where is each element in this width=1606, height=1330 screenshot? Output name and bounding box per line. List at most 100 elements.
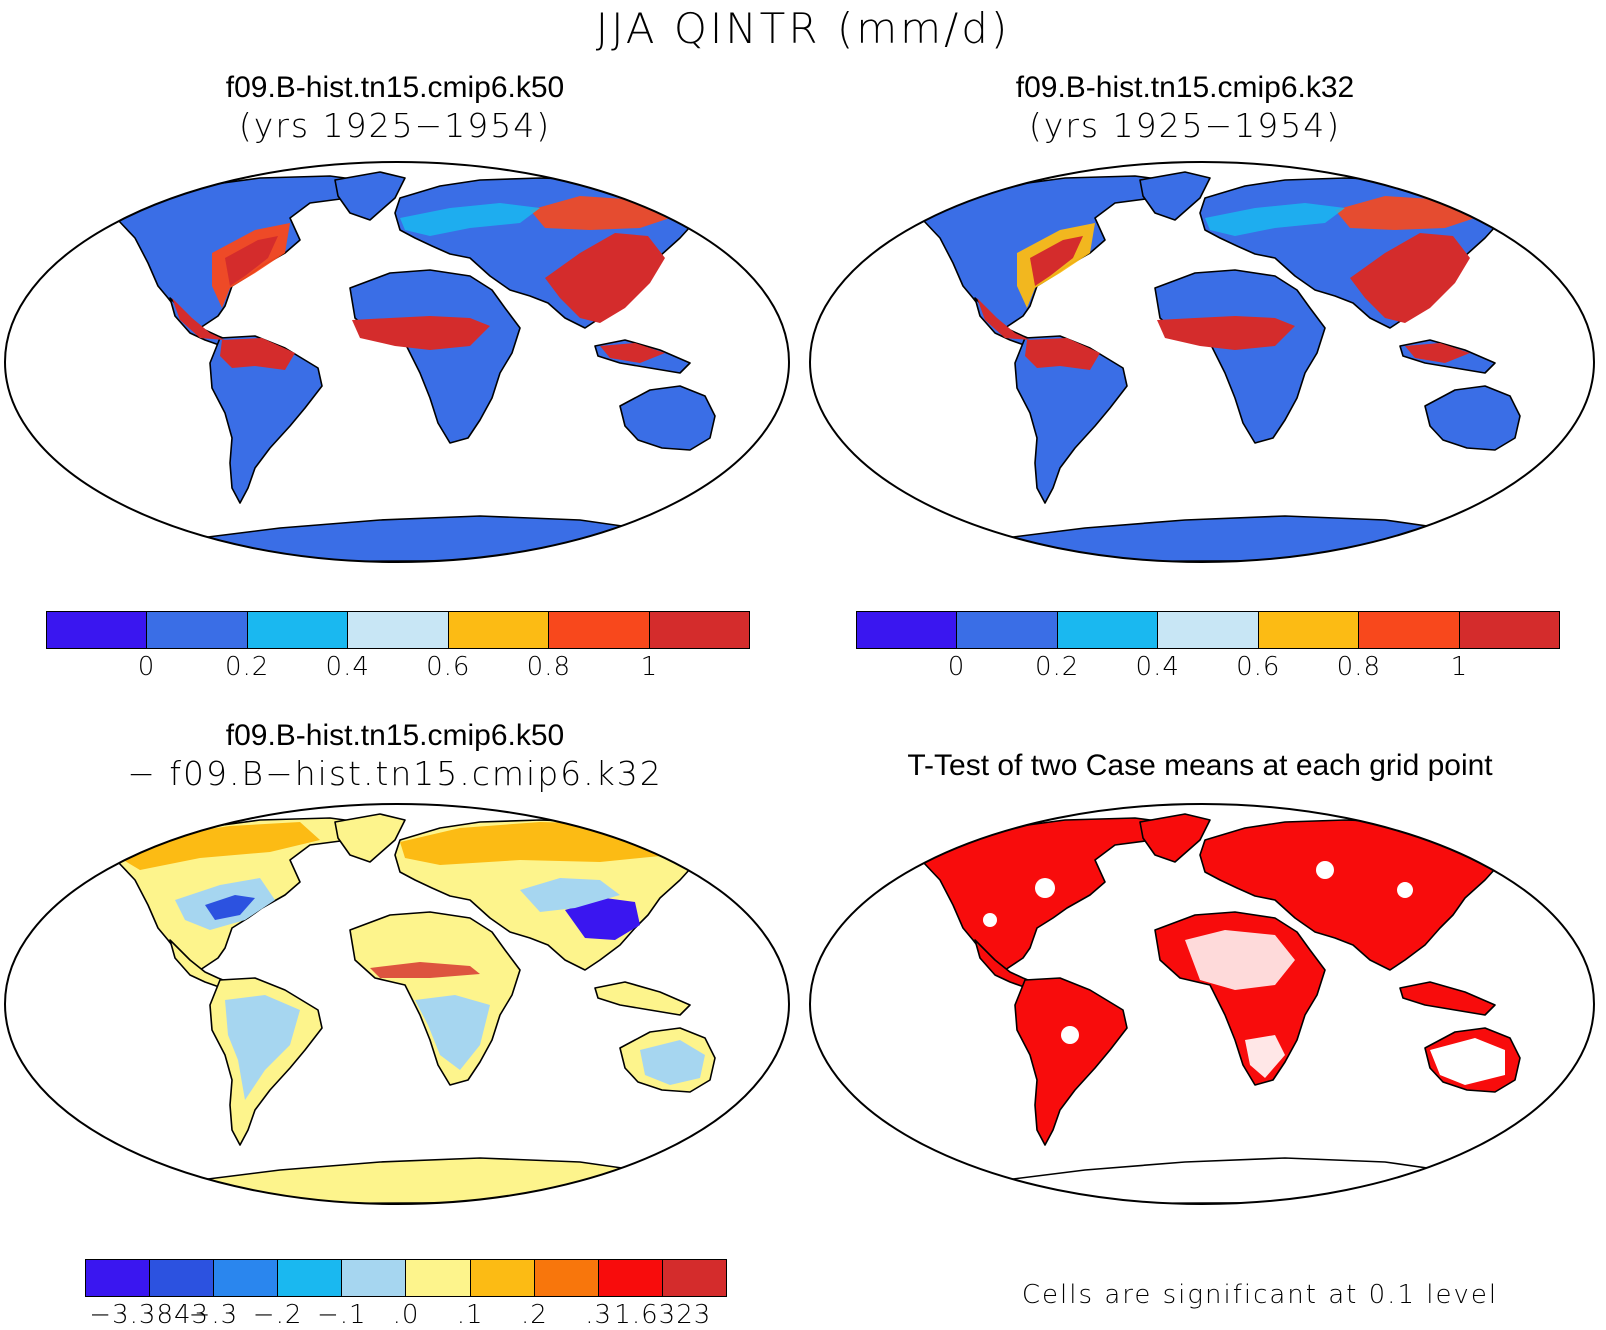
colorbar-k50-tick-label: 0.4 [325, 652, 370, 682]
continent-greenland [1139, 813, 1211, 863]
field-amazon-wet [220, 338, 295, 370]
colorbar-difference-tick-label: −.3 [188, 1300, 239, 1330]
continent-australia [619, 385, 716, 451]
panel-1-title: f09.B-hist.tn15.cmip6.k50 [225, 71, 565, 104]
colorbar-difference-swatch [598, 1260, 663, 1296]
field-south-africa-insignificant [1245, 1035, 1285, 1078]
field-indonesia-wet [1405, 343, 1470, 363]
field-china-strong-negative [565, 898, 640, 940]
colorbar-k32-swatch [1359, 612, 1460, 648]
colorbar-k50-swatch [147, 612, 248, 648]
field-asia-wet [545, 233, 665, 323]
field-asia-wet [1350, 233, 1470, 323]
colorbar-k32-tick-label: 0.6 [1236, 652, 1281, 682]
continent-indonesia [1399, 981, 1496, 1016]
colorbar-difference-tick-label: 1.6323 [614, 1300, 712, 1330]
field-sahel-wet [352, 316, 490, 350]
colorbar-k50-swatch [448, 612, 550, 648]
continent-indonesia [594, 981, 691, 1016]
colorbar-k32-swatch [1158, 612, 1259, 648]
map-outline [809, 803, 1595, 1205]
colorbar-k32 [856, 611, 1560, 649]
colorbar-difference [85, 1259, 727, 1297]
colorbar-k32-tick-label: 0 [947, 652, 966, 682]
panel-3-subtitle: − f09.B−hist.tn15.cmip6.k32 [127, 754, 663, 793]
map-outline [4, 803, 790, 1205]
field-scatter-insig-3 [1397, 882, 1413, 898]
colorbar-k32-swatch [1258, 612, 1360, 648]
colorbar-k32-tick-label: 0.2 [1034, 652, 1080, 682]
panel-3-title: f09.B-hist.tn15.cmip6.k50 [225, 719, 565, 752]
colorbar-difference-tick-label: .1 [456, 1300, 484, 1330]
map-panel-difference [4, 803, 790, 1205]
field-siberia-warm [1335, 196, 1475, 230]
colorbar-k32-tick-label: 0.4 [1135, 652, 1180, 682]
colorbar-k50-swatch [549, 612, 650, 648]
field-asia-negative [520, 878, 620, 912]
field-europe-light [1205, 203, 1345, 236]
colorbar-difference-tick-label: −3.3843 [89, 1300, 210, 1330]
colorbar-difference-swatch [406, 1260, 471, 1296]
continent-greenland [334, 171, 406, 221]
field-south-america-negative [225, 995, 300, 1100]
panel-1-subtitle: (yrs 1925−1954) [238, 106, 552, 145]
continent-antarctica [954, 515, 1506, 562]
colorbar-k50-swatch [247, 612, 349, 648]
colorbar-k50-tick-label: 0.6 [426, 652, 471, 682]
field-scatter-insig-1 [1035, 878, 1055, 898]
panel-3-header: f09.B-hist.tn15.cmip6.k50 − f09.B−hist.t… [80, 718, 710, 794]
field-africa-negative [415, 995, 490, 1070]
colorbar-k50-tick-label: 0.2 [224, 652, 270, 682]
colorbar-k32-tick-label: 1 [1450, 652, 1469, 682]
colorbar-k32-swatch [1057, 612, 1159, 648]
colorbar-k50-swatch [348, 612, 449, 648]
field-central-america-wet [172, 298, 225, 340]
colorbar-k32-swatch [1459, 612, 1559, 648]
map-panel-ttest [809, 803, 1595, 1205]
colorbar-difference-swatch [662, 1260, 726, 1296]
figure-title: JJA QINTR (mm/d) [595, 4, 1011, 53]
continent-antarctica [149, 515, 701, 562]
field-australia-insignificant [1430, 1038, 1505, 1085]
colorbar-k50-tick-label: 0 [137, 652, 156, 682]
field-europe-light [400, 203, 540, 236]
continent-africa [349, 269, 521, 444]
field-scatter-insig-2 [1316, 861, 1334, 879]
colorbar-difference-tick-label: −.1 [317, 1300, 367, 1330]
map-panel-k50 [4, 161, 790, 563]
panel-2-header: f09.B-hist.tn15.cmip6.k32 (yrs 1925−1954… [920, 70, 1450, 146]
field-eastern-us-core [225, 236, 278, 286]
map-panel-k32 [809, 161, 1595, 563]
continent-southAmerica [1014, 335, 1128, 504]
colorbar-k50-tick-label: 1 [640, 652, 659, 682]
colorbar-difference-swatch [534, 1260, 599, 1296]
field-amazon-wet [1025, 338, 1100, 370]
field-indonesia-wet [600, 343, 665, 363]
colorbar-difference-swatch [278, 1260, 343, 1296]
continent-africa [1154, 269, 1326, 444]
panel-1-header: f09.B-hist.tn15.cmip6.k50 (yrs 1925−1954… [130, 70, 660, 146]
colorbar-k32-swatch [957, 612, 1058, 648]
continent-greenland [1139, 171, 1211, 221]
colorbar-difference-tick-label: .2 [520, 1300, 548, 1330]
panel-2-subtitle: (yrs 1925−1954) [1028, 106, 1342, 145]
panel-4-header: T-Test of two Case means at each grid po… [820, 748, 1580, 784]
colorbar-difference-tick-label: .3 [585, 1300, 612, 1330]
colorbar-k50-swatch [649, 612, 749, 648]
colorbar-difference-swatch [86, 1260, 151, 1296]
continent-greenland [334, 813, 406, 863]
field-north-america-positive [110, 822, 320, 870]
colorbar-k50 [46, 611, 750, 649]
field-siberia-warm [530, 196, 670, 230]
colorbar-difference-swatch [150, 1260, 215, 1296]
continent-southAmerica [209, 335, 323, 504]
continent-australia [1424, 385, 1521, 451]
field-eastern-us-strong-negative [205, 895, 255, 920]
field-scatter-insig-4 [1061, 1026, 1079, 1044]
field-sahel-band [370, 962, 480, 978]
field-africa-insignificant [1185, 930, 1295, 990]
colorbar-difference-swatch [342, 1260, 407, 1296]
panel-4-title: T-Test of two Case means at each grid po… [907, 749, 1493, 782]
map-outline [809, 161, 1595, 563]
continent-southAmerica [1014, 977, 1128, 1146]
